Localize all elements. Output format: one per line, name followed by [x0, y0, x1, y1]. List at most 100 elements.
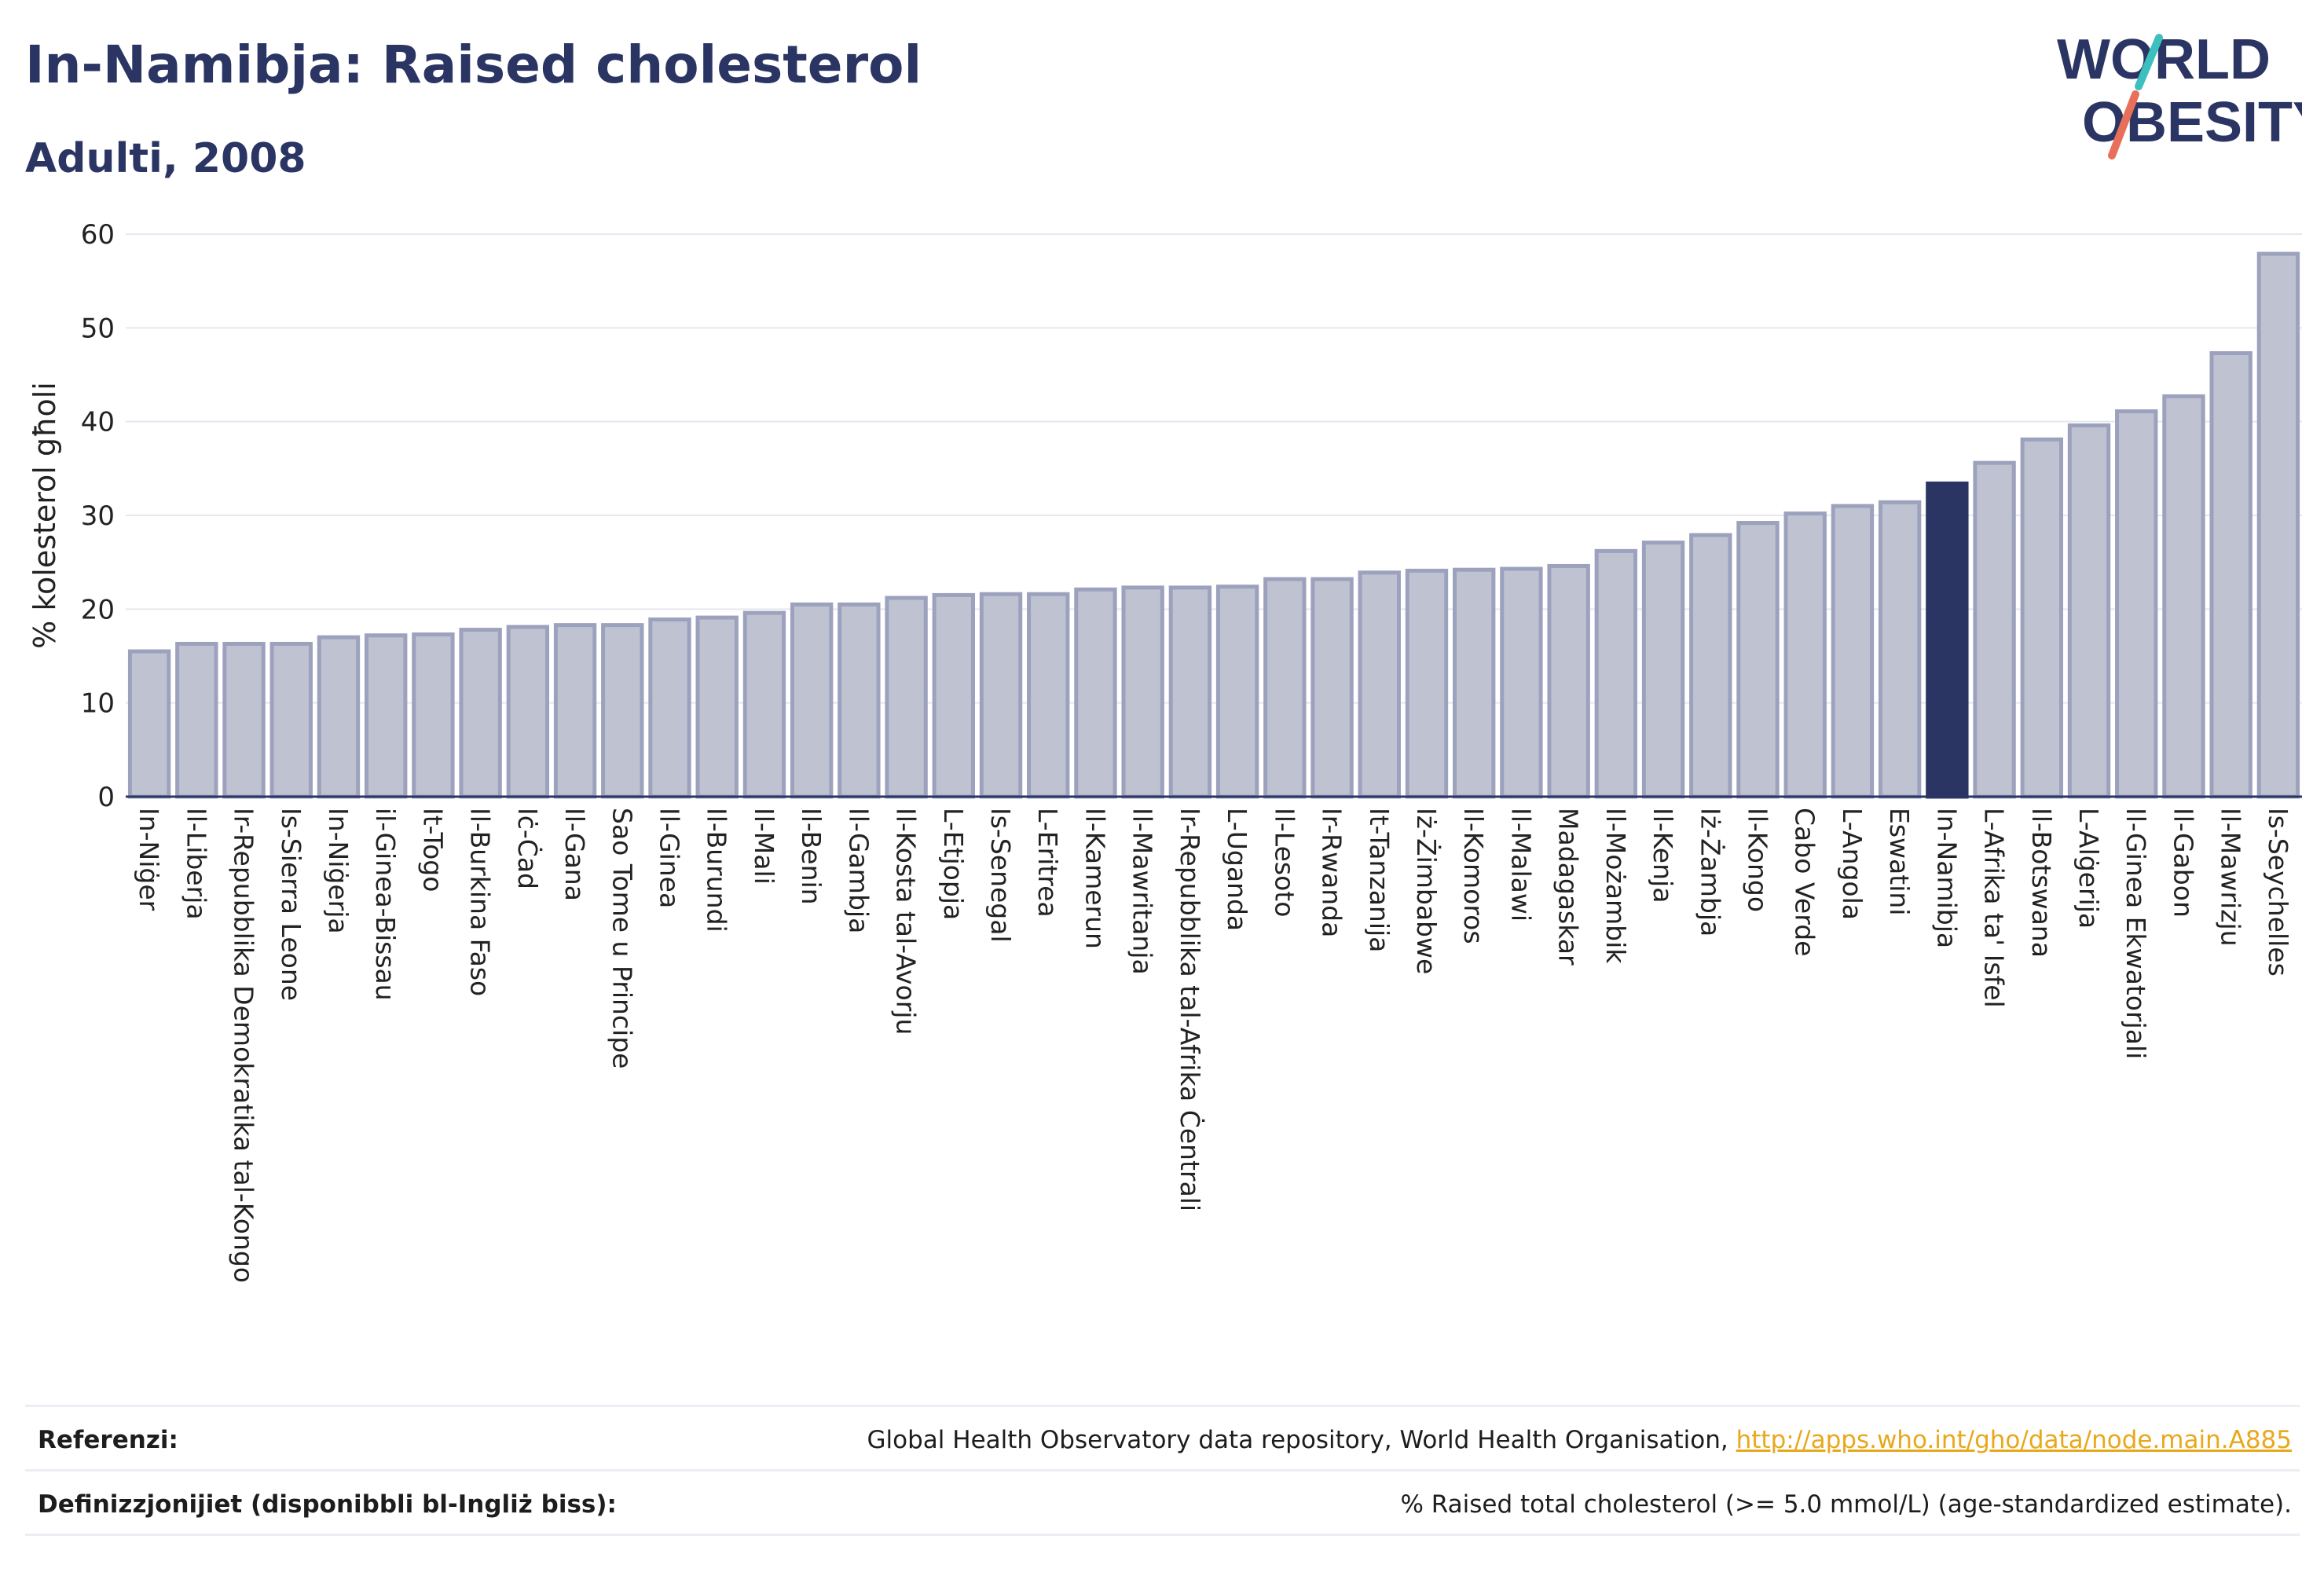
x-tick-label: Il-Komoros: [1458, 808, 1489, 944]
x-tick-label: L-Angola: [1837, 808, 1868, 920]
bar-20[interactable]: [1074, 587, 1117, 799]
bar-29[interactable]: [1500, 566, 1543, 799]
bar-1[interactable]: [175, 641, 218, 799]
bar-34[interactable]: [1736, 521, 1780, 799]
bar-4[interactable]: [317, 635, 361, 799]
footer-references-row: Referenzi: Global Health Observatory dat…: [25, 1409, 2300, 1472]
x-tick-label: Ir-Repubblika Demokratika tal-Kongo: [229, 808, 259, 1283]
x-tick-label: In-Namibja: [1931, 808, 1962, 948]
y-tick-label: 30: [81, 500, 115, 532]
x-tick-label: Eswatini: [1884, 808, 1915, 915]
bar-5[interactable]: [365, 633, 408, 799]
bar-24[interactable]: [1263, 577, 1307, 799]
bar-10[interactable]: [601, 623, 644, 799]
y-tick-label: 50: [81, 313, 115, 344]
bar-9[interactable]: [553, 623, 597, 799]
bar-38[interactable]: [1926, 481, 1969, 799]
logo-slash-top: [2135, 34, 2163, 90]
y-tick-label: 40: [81, 407, 115, 438]
x-tick-label: Il-Gabon: [2168, 808, 2198, 918]
x-tick-label: In-Niġerja: [323, 808, 354, 934]
bar-7[interactable]: [459, 628, 502, 799]
bar-33[interactable]: [1689, 533, 1732, 799]
bar-18[interactable]: [979, 592, 1023, 799]
bar-37[interactable]: [1878, 500, 1922, 799]
x-tick-label: Iż-Żambja: [1695, 808, 1725, 936]
y-tick-label: 20: [81, 594, 115, 625]
chart-title: In-Namibja: Raised cholesterol: [25, 35, 922, 95]
x-tick-label: Il-Burundi: [702, 808, 732, 933]
y-tick-label: 0: [97, 782, 115, 813]
x-tick-label: Il-Ginea Ekwatorjali: [2121, 808, 2151, 1059]
bar-17[interactable]: [932, 592, 975, 799]
x-tick-label: Iċ-Ċad: [512, 808, 544, 889]
x-tick-label: Il-Gana: [559, 808, 590, 901]
bar-15[interactable]: [838, 602, 881, 799]
bar-35[interactable]: [1783, 511, 1827, 799]
x-tick-label: L-Etjopja: [938, 808, 969, 920]
chart-subtitle: Adulti, 2008: [25, 135, 306, 182]
bar-41[interactable]: [2067, 423, 2111, 799]
x-tick-label: Il-Botswana: [2026, 808, 2057, 958]
bar-2[interactable]: [222, 641, 266, 799]
x-tick-label: Madagaskar: [1553, 808, 1584, 966]
bar-8[interactable]: [506, 625, 550, 799]
references-link[interactable]: http://apps.who.int/gho/data/node.main.A…: [1736, 1426, 2292, 1454]
bar-23[interactable]: [1215, 585, 1259, 799]
references-value: Global Health Observatory data repositor…: [867, 1426, 2300, 1454]
bar-44[interactable]: [2209, 351, 2253, 799]
y-tick-labels: 0 10 20 30 40 50 60: [81, 219, 115, 813]
x-tick-label: Il-Kongo: [1743, 808, 1773, 912]
bar-6[interactable]: [412, 632, 455, 799]
bar-25[interactable]: [1310, 577, 1354, 799]
x-tick-label: Il-Burkina Faso: [465, 808, 496, 996]
bar-16[interactable]: [885, 596, 928, 799]
footer-divider-middle: [25, 1469, 2300, 1472]
bar-31[interactable]: [1594, 548, 1638, 799]
bar-19[interactable]: [1027, 592, 1070, 799]
bar-45[interactable]: [2256, 251, 2300, 799]
y-axis-label: % kolesterol għoli: [27, 382, 62, 649]
x-tick-label: In-Niġer: [134, 808, 164, 911]
bar-11[interactable]: [648, 617, 691, 799]
bar-39[interactable]: [1973, 460, 2016, 799]
bar-chart: 0 10 20 30 40 50 60 In-Niġer Il-Liberja Ir-Repub…: [27, 219, 2302, 1283]
x-tick-label: Il-Liberja: [181, 808, 211, 920]
bar-30[interactable]: [1547, 563, 1590, 799]
bar-22[interactable]: [1168, 585, 1212, 799]
bar-12[interactable]: [695, 615, 739, 799]
x-tick-label: Is-Sierra Leone: [276, 808, 306, 1001]
bar-0[interactable]: [127, 649, 171, 799]
x-tick-label: Il-Kosta tal-Avorju: [891, 808, 922, 1035]
x-tick-label: Is-Seychelles: [2263, 808, 2293, 977]
x-tick-label: Il-Lesoto: [1269, 808, 1299, 917]
definitions-label: Definizzjonijiet (disponibbli bl-Ingliż …: [38, 1490, 617, 1519]
bar-14[interactable]: [790, 602, 834, 799]
bar-43[interactable]: [2162, 394, 2205, 799]
logo-slash-bottom: [2108, 90, 2139, 159]
bar-28[interactable]: [1453, 567, 1496, 799]
bar-21[interactable]: [1121, 585, 1164, 799]
x-tick-label: Sao Tome u Principe: [607, 808, 637, 1068]
x-tick-label: Il-Kenja: [1648, 808, 1678, 903]
footer-divider-bottom: [25, 1534, 2300, 1536]
x-tick-labels: In-Niġer Il-Liberja Ir-Repubblika Demokrat…: [134, 808, 2293, 1283]
x-tick-label: L-Afrika ta' Isfel: [1979, 808, 2010, 1008]
x-tick-label: It-Togo: [417, 808, 448, 892]
bar-26[interactable]: [1358, 570, 1401, 799]
bar-40[interactable]: [2020, 437, 2063, 799]
x-tick-label: Il-Mawrizju: [2216, 808, 2246, 947]
x-tick-label: Il-Gambja: [843, 808, 874, 933]
bar-36[interactable]: [1831, 504, 1875, 799]
bar-42[interactable]: [2115, 409, 2158, 799]
x-tick-label: Il-Mali: [749, 808, 779, 885]
x-tick-label: Iż-Żimbabwe: [1411, 808, 1442, 974]
bar-32[interactable]: [1641, 541, 1685, 799]
bar-13[interactable]: [742, 610, 786, 799]
footer-divider-top: [25, 1405, 2300, 1407]
x-tick-label: Il-Kamerun: [1080, 808, 1110, 949]
bars: [127, 251, 2300, 799]
x-tick-label: L-Eritrea: [1032, 808, 1063, 918]
bar-27[interactable]: [1405, 568, 1449, 799]
bar-3[interactable]: [269, 641, 313, 799]
